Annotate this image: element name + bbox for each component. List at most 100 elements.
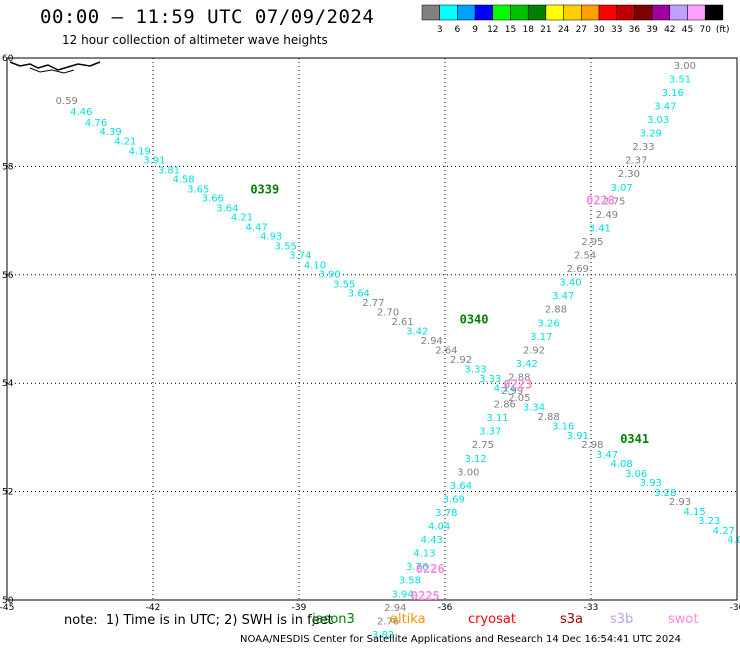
- wave-height-value: 3.69: [443, 494, 465, 505]
- wave-height-value: 3.66: [202, 194, 224, 205]
- wave-height-value: 3.33: [464, 364, 486, 375]
- legend-label: 12: [487, 25, 498, 35]
- lat-tick-label: 54: [2, 379, 14, 389]
- legend-swatch: [545, 4, 564, 21]
- wave-height-value: 4.93: [260, 232, 282, 243]
- wave-height-value: 3.64: [450, 481, 472, 492]
- wave-height-value: 3.00: [457, 467, 479, 478]
- wave-height-value: 3.90: [318, 270, 340, 281]
- legend-swatch: [616, 4, 635, 21]
- map-subtitle: 12 hour collection of altimeter wave hei…: [62, 33, 328, 47]
- wave-height-value: 3.47: [596, 450, 618, 461]
- footer-credit: NOAA/NESDIS Center for Satellite Applica…: [240, 634, 682, 645]
- wave-height-value: 2.76: [377, 616, 399, 627]
- wave-height-value: 2.92: [523, 345, 545, 356]
- wave-height-value: 3.11: [486, 413, 508, 424]
- pass-time-label: 0223: [503, 378, 532, 392]
- wave-height-value: 3.28: [654, 488, 676, 499]
- wave-height-value: 3.42: [406, 326, 428, 337]
- legend-swatch: [474, 4, 494, 21]
- wave-height-value: 4.04: [428, 522, 450, 533]
- wave-height-value: 4.21: [114, 137, 136, 148]
- wave-height-value: 3.91: [143, 156, 165, 167]
- wave-height-value: 2.98: [581, 440, 603, 451]
- satellite-cryosat: cryosat: [468, 612, 516, 627]
- wave-height-value: 3.16: [552, 421, 574, 432]
- legend-swatch: [439, 4, 458, 21]
- lon-tick-label: -39: [292, 603, 307, 613]
- wave-height-value: 3.64: [348, 288, 370, 299]
- wave-height-value: 4.43: [421, 535, 443, 546]
- wave-height-value: 2.88: [508, 372, 530, 383]
- lon-tick-label: -42: [146, 603, 161, 613]
- wave-height-value: 3.41: [589, 223, 611, 234]
- wave-height-value: 2.69: [567, 264, 589, 275]
- legend-swatch: [651, 4, 671, 21]
- color-legend: 3 6 9 12 15 18 21 24 27 30 33 36 39 42 45 70 (ft): [421, 4, 730, 35]
- legend-swatch: [581, 4, 600, 21]
- lon-tick-label: -45: [0, 603, 14, 613]
- wave-height-value: 4.13: [413, 549, 435, 560]
- legend-label: 45: [682, 25, 693, 35]
- wave-height-value: 3.29: [640, 129, 662, 140]
- satellite-altika: altika: [390, 612, 426, 627]
- legend-unit: (ft): [716, 25, 730, 35]
- wave-height-value: 3.42: [516, 359, 538, 370]
- wave-height-value: 2.77: [362, 298, 384, 309]
- wave-height-value: 3.17: [530, 332, 552, 343]
- wave-height-value: 4.10: [304, 260, 326, 271]
- lon-tick-label: -33: [584, 603, 599, 613]
- wave-height-value: 2.05: [508, 393, 530, 404]
- wave-height-value: 4.58: [172, 175, 194, 186]
- legend-label: 24: [558, 25, 570, 35]
- legend-swatch: [704, 4, 724, 21]
- altimeter-tracks: 0.594.464.764.394.214.193.913.814.583.65…: [56, 61, 740, 641]
- lon-tick-label: -36: [438, 603, 453, 613]
- wave-height-value: 3.76: [406, 562, 428, 573]
- legend-swatch: [669, 4, 688, 21]
- wave-height-value: 2.92: [450, 355, 472, 366]
- wave-height-value: 2.70: [377, 307, 399, 318]
- wave-height-value: 4.76: [85, 118, 107, 129]
- wave-height-value: 2.95: [581, 237, 603, 248]
- wave-height-value: 3.82: [372, 630, 394, 641]
- lat-tick-label: 52: [2, 488, 13, 498]
- legend-swatch: [634, 4, 653, 21]
- lat-tick-label: 50: [2, 596, 14, 606]
- wave-height-value: 2.75: [603, 196, 625, 207]
- pass-time-label: 0228: [586, 193, 615, 207]
- coastline: [9, 61, 101, 74]
- wave-height-value: 3.03: [647, 115, 669, 126]
- wave-height-value: 3.65: [187, 184, 209, 195]
- wave-height-value: 3.16: [662, 88, 684, 99]
- wave-height-value: 3.94: [391, 589, 413, 600]
- lat-tick-label: 56: [2, 271, 14, 281]
- wave-height-value: 2.61: [391, 317, 413, 328]
- wave-height-value: 4.05: [727, 535, 740, 546]
- legend-label: 70: [699, 25, 711, 35]
- wave-height-value: 2.75: [472, 440, 494, 451]
- wave-height-value: 3.07: [610, 183, 632, 194]
- wave-height-value: 3.23: [698, 516, 720, 527]
- legend-label: 27: [576, 25, 587, 35]
- wave-height-value: 2.86: [494, 400, 516, 411]
- wave-height-value: 3.64: [216, 203, 238, 214]
- wave-height-value: 3.55: [333, 279, 355, 290]
- legend-swatch: [527, 4, 547, 21]
- lon-tick-label: -30: [730, 603, 740, 613]
- wave-height-value: 3.12: [464, 454, 486, 465]
- wave-height-value: 3.81: [158, 165, 180, 176]
- wave-height-value: 3.00: [674, 61, 696, 72]
- legend-label: 42: [664, 25, 675, 35]
- wave-height-value: 2.88: [537, 412, 559, 423]
- legend-swatch: [598, 4, 617, 21]
- wave-height-value: 3.74: [289, 251, 311, 262]
- wave-height-value: 4.08: [610, 459, 632, 470]
- legend-label: 15: [505, 25, 516, 35]
- legend-label: 18: [522, 25, 534, 35]
- grid: [6, 57, 738, 601]
- legend-label: 30: [593, 25, 605, 35]
- wave-height-value: 3.47: [654, 101, 676, 112]
- legend-label: 3: [437, 25, 443, 35]
